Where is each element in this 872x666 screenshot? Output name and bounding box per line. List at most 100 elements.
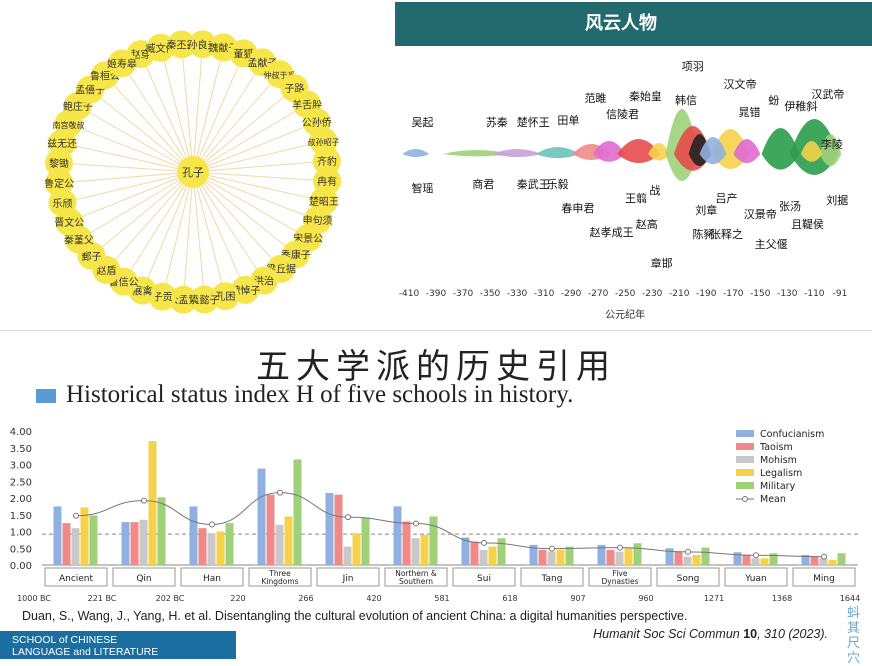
legend-swatch — [736, 456, 754, 463]
bar — [837, 553, 846, 565]
category-box — [656, 567, 720, 587]
bar — [411, 538, 420, 565]
category-label: Tang — [541, 574, 563, 584]
network-edge — [192, 171, 206, 300]
network-node — [312, 147, 341, 176]
timeline-tick-label: -110 — [804, 289, 825, 299]
timeline-person-label: 张汤 — [779, 199, 801, 213]
timeline-tick-label: -91 — [833, 289, 848, 299]
timeline-person-label: 赵高 — [636, 217, 658, 231]
network-node-label: 乐颀 — [53, 198, 73, 210]
bar — [810, 556, 819, 565]
timeline-tick-label: -370 — [453, 289, 474, 299]
timeline-person-label: 且鞮侯 — [791, 217, 824, 231]
stream-band — [592, 141, 626, 162]
stream-band — [536, 147, 580, 159]
network-node-label: 子贡 — [153, 292, 173, 304]
network-edge — [192, 171, 246, 291]
stamp-char: 其 — [846, 621, 860, 636]
network-node-label: 鲍庄子 — [63, 100, 93, 113]
y-tick-label: 2.00 — [10, 494, 32, 505]
bar — [760, 558, 769, 565]
timeline-person-label: 商君 — [472, 177, 494, 191]
bar — [393, 506, 402, 565]
timeline-tick-label: -230 — [642, 289, 663, 299]
bar — [674, 551, 683, 565]
journal-pages: , 310 (2023). — [757, 627, 828, 641]
timeline-tick-label: -170 — [723, 289, 744, 299]
year-tick-label: 618 — [502, 594, 517, 603]
network-edge — [180, 44, 194, 173]
network-node-label: 公孙侨 — [302, 116, 332, 129]
network-node-label: 展禽 — [132, 285, 152, 298]
stream-band — [492, 149, 542, 157]
network-edge — [68, 123, 194, 173]
network-edge — [77, 105, 194, 173]
network-edge — [91, 171, 194, 257]
bar — [225, 523, 234, 565]
timeline-person-label: 陈豨 — [693, 227, 715, 241]
mean-point — [141, 497, 147, 504]
timeline-person-label: 主父偃 — [755, 237, 788, 251]
timeline-tick-label: -150 — [750, 289, 771, 299]
year-tick-label: 581 — [434, 594, 449, 603]
network-edge — [192, 62, 263, 173]
bar — [615, 551, 624, 565]
network-center-label: 孔子 — [182, 166, 204, 179]
legend-label: Legalism — [760, 468, 802, 479]
timeline-person-label: 吴起 — [412, 116, 434, 129]
bar — [62, 523, 71, 565]
mean-point — [821, 553, 827, 560]
bar — [198, 528, 207, 565]
category-box — [316, 567, 380, 587]
network-edge — [61, 142, 194, 173]
stream-band — [442, 150, 511, 157]
bar — [343, 546, 352, 565]
timeline-title: 风云人物 — [395, 2, 872, 46]
bar — [257, 468, 266, 565]
legend-label: Mean — [760, 494, 786, 505]
year-tick-label: 221 BC — [88, 594, 117, 603]
bar — [275, 524, 284, 565]
category-box — [112, 567, 176, 587]
english-title-text: Historical status index H of five school… — [66, 381, 574, 408]
timeline-person-label: 章邯 — [651, 256, 673, 270]
year-tick-label: 202 BC — [156, 594, 185, 603]
bar — [529, 544, 538, 565]
timeline-person-label: 晁错 — [738, 105, 760, 119]
bar — [429, 516, 438, 565]
bar — [80, 507, 89, 565]
network-edge — [192, 171, 226, 297]
bar — [189, 506, 198, 565]
network-edge — [192, 140, 324, 173]
network-edge — [121, 63, 194, 173]
category-box — [520, 567, 584, 587]
bar — [325, 492, 334, 565]
network-edge — [192, 171, 282, 270]
bar — [488, 546, 497, 565]
network-node-label: 秦堇父 — [64, 234, 94, 247]
network-edge — [192, 171, 325, 202]
network-edge — [106, 171, 194, 271]
bar — [633, 543, 642, 565]
network-node — [167, 30, 196, 59]
network-edge — [142, 171, 194, 291]
timeline-person-label: 战 — [649, 184, 660, 197]
timeline-person-label: 项羽 — [682, 60, 704, 73]
network-node — [169, 285, 198, 314]
year-tick-label: 1271 — [704, 594, 724, 603]
network-node-label: 羊舌肸 — [292, 98, 322, 111]
category-box — [588, 567, 652, 587]
timeline-xlabel: 公元纪年 — [605, 308, 645, 321]
timeline-person-label: 信陵君 — [606, 108, 639, 121]
network-edge — [160, 47, 194, 173]
stream-band — [761, 128, 800, 170]
timeline-tick-label: -190 — [696, 289, 717, 299]
timeline-person-label: 伊稚斜 — [784, 100, 817, 113]
year-tick-label: 220 — [230, 594, 245, 603]
network-center-node — [177, 156, 209, 188]
network-edge — [69, 171, 194, 223]
timeline-person-label: 秦始皇 — [629, 89, 662, 103]
network-node-label: 齐豹 — [317, 155, 337, 168]
y-tick-label: 0.50 — [10, 544, 32, 555]
